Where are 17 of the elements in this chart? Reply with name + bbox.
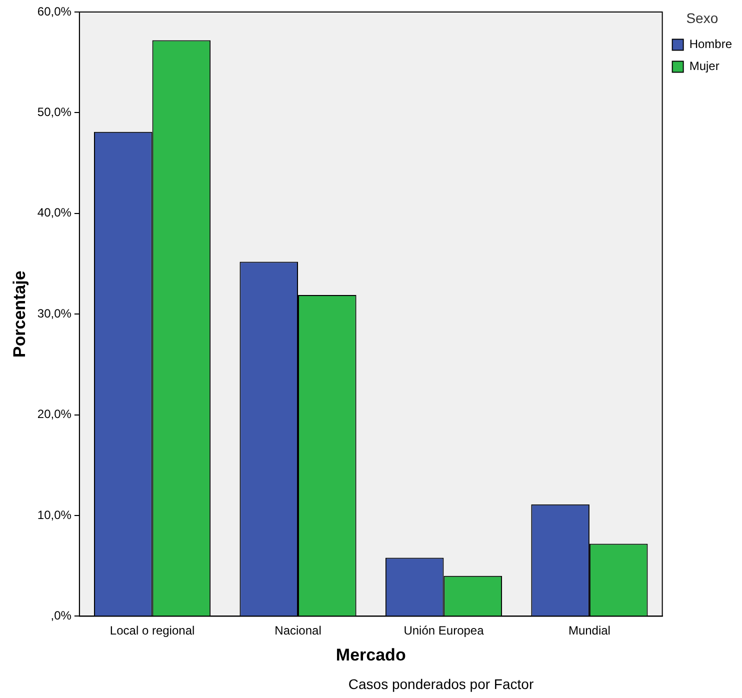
y-tick-label: ,0% (50, 608, 72, 623)
y-tick-label: 30,0% (37, 306, 72, 320)
x-tick-label: Nacional (274, 624, 322, 638)
text: Casos ponderados por Factor (347, 676, 535, 692)
legend-title: Sexo (686, 10, 718, 26)
x-axis-title: Mercado (336, 645, 406, 664)
y-tick-label: 40,0% (37, 206, 72, 220)
legend-label: Mujer (689, 59, 720, 74)
y-axis-title: Porcentaje (10, 270, 29, 358)
y-tick-label: 60,0% (37, 4, 72, 18)
x-tick-label: Local o regional (110, 624, 195, 638)
x-tick-label: Unión Europea (404, 624, 484, 638)
y-tick-label: 50,0% (37, 105, 72, 120)
y-tick-label: 20,0% (37, 407, 72, 422)
legend-label: Hombre (689, 37, 732, 52)
x-tick-label: Mundial (568, 624, 610, 638)
y-tick-label: 10,0% (37, 508, 72, 522)
